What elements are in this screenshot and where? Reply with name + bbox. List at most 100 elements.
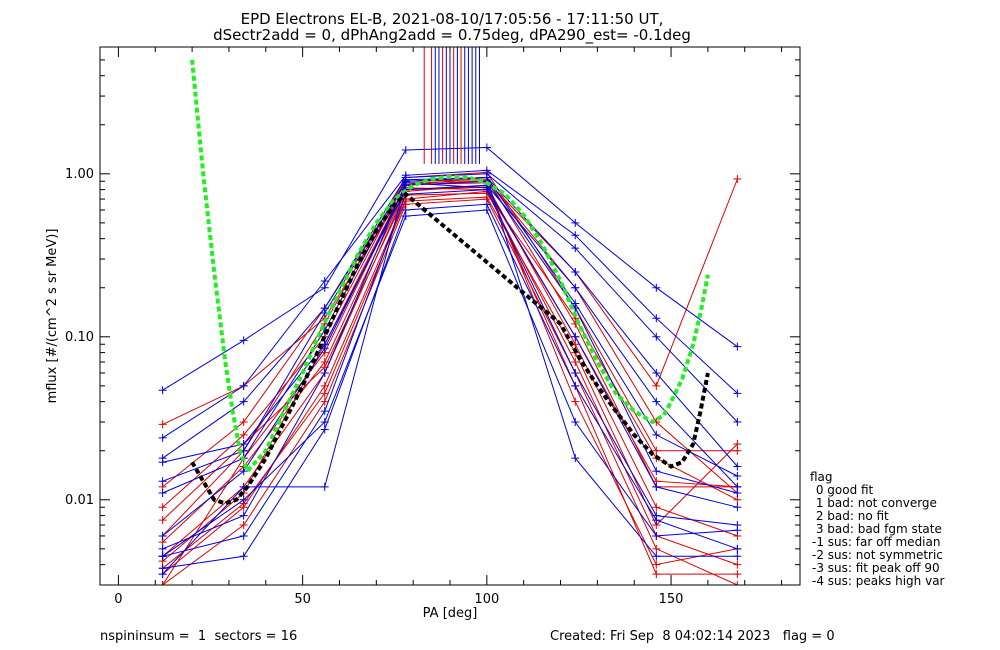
blue-series-point (652, 467, 661, 476)
red-series-point (571, 358, 580, 367)
red-series-line-10 (162, 192, 738, 521)
blue-series-point (571, 231, 580, 240)
blue-series-point (239, 336, 248, 345)
red-series-point (158, 503, 167, 512)
blue-series-point (571, 332, 580, 341)
legend-item-not-converge: 1 bad: not converge (812, 496, 937, 510)
green-fit-curve (190, 59, 710, 475)
blue-series-line-11 (162, 203, 738, 569)
footer-created-info: Created: Fri Sep 8 04:02:14 2023 flag = … (550, 629, 835, 644)
red-series-line-0 (162, 176, 738, 585)
red-series-point (652, 544, 661, 553)
chart-title-line-1: EPD Electrons EL-B, 2021-08-10/17:05:56 … (241, 10, 664, 28)
blue-series-point (401, 177, 410, 186)
blue-series-point (158, 489, 167, 498)
blue-series-point (482, 143, 491, 152)
blue-series-point (733, 342, 742, 351)
blue-series-point (571, 454, 580, 463)
red-series-point (652, 381, 661, 390)
blue-series-point (652, 482, 661, 491)
blue-series-point (158, 458, 167, 467)
blue-series-line-1 (162, 169, 738, 439)
legend-item-good-fit: 0 good fit (812, 483, 874, 497)
blue-series-point (239, 552, 248, 561)
blue-series-point (652, 397, 661, 406)
red-series-line-7 (162, 186, 738, 575)
legend-item-no-fit: 2 bad: no fit (812, 509, 889, 523)
red-series-point (239, 418, 248, 427)
red-series-point (733, 446, 742, 455)
blue-series-point (571, 299, 580, 308)
blue-series-point (733, 482, 742, 491)
blue-series-point (239, 381, 248, 390)
chart-title-line-2: dSectr2add = 0, dPhAng2add = 0.75deg, dP… (213, 26, 691, 45)
blue-series-line-8 (162, 209, 738, 557)
blue-series-line-5 (162, 180, 738, 537)
red-series-point (239, 430, 248, 439)
blue-series-point (652, 283, 661, 292)
blue-series-line-2 (162, 173, 738, 459)
blue-series-point (158, 552, 167, 561)
blue-series-point (733, 462, 742, 471)
footer-spin-info: nspininsum = 1 sectors = 16 (100, 629, 297, 644)
blue-series-point (320, 407, 329, 416)
blue-series-point (571, 244, 580, 253)
blue-series-point (571, 418, 580, 427)
red-series-point (733, 174, 742, 183)
blue-series-point (733, 471, 742, 480)
red-series-line-6 (162, 178, 738, 488)
blue-series-point (571, 218, 580, 227)
red-series-point (158, 516, 167, 525)
y-tick-label: 0.10 (65, 330, 94, 345)
legend-item-fit-peak-off-90: -3 sus: fit peak off 90 (812, 561, 940, 575)
axis-layer: 0 50 100 150 0.01 0.10 1.00 (65, 46, 800, 607)
blue-series-point (401, 146, 410, 155)
series-layer (158, 47, 742, 585)
red-series-point (158, 420, 167, 429)
blue-series-point (652, 531, 661, 540)
blue-series-line-6 (162, 176, 738, 494)
blue-series-point (320, 340, 329, 349)
red-series-line-5 (162, 179, 738, 508)
red-series-point (239, 521, 248, 530)
legend-item-far-off-median: -1 sus: far off median (812, 535, 940, 549)
blue-series-point (571, 368, 580, 377)
red-series-line-2 (162, 171, 738, 537)
blue-series-point (733, 526, 742, 535)
blue-series-point (239, 531, 248, 540)
blue-series-point (733, 418, 742, 427)
red-series-line-8 (162, 187, 738, 488)
blue-series-point (320, 276, 329, 285)
legend: flag 0 good fit 1 bad: not converge 2 ba… (810, 470, 945, 588)
legend-title: flag (810, 470, 833, 484)
blue-series-point (401, 205, 410, 214)
blue-series-point (158, 544, 167, 553)
blue-series-line-10 (162, 176, 738, 482)
red-series-point (320, 389, 329, 398)
y-axis-label: mflux [#/(cm^2 s sr MeV)] (45, 229, 60, 404)
blue-series-point (571, 283, 580, 292)
blue-series-point (158, 564, 167, 573)
red-series-point (482, 193, 491, 202)
x-tick-label: 0 (114, 592, 122, 607)
red-series-point (571, 397, 580, 406)
blue-series-point (239, 495, 248, 504)
blue-series-point (482, 173, 491, 182)
blue-series-point (652, 430, 661, 439)
blue-series-point (733, 503, 742, 512)
x-tick-label: 100 (474, 592, 499, 607)
blue-series-point (239, 467, 248, 476)
legend-item-not-symmetric: -2 sus: not symmetric (812, 548, 943, 562)
blue-series-point (652, 552, 661, 561)
blue-series-line-9 (162, 182, 738, 550)
red-series-point (652, 570, 661, 579)
blue-series-point (652, 314, 661, 323)
red-series-point (652, 446, 661, 455)
legend-item-peaks-high-var: -4 sus: peaks high var (812, 574, 945, 588)
blue-series-point (733, 544, 742, 553)
blue-series-point (571, 267, 580, 276)
blue-series-point (320, 425, 329, 434)
blue-series-point (239, 439, 248, 448)
red-series-point (652, 503, 661, 512)
blue-series-point (733, 389, 742, 398)
